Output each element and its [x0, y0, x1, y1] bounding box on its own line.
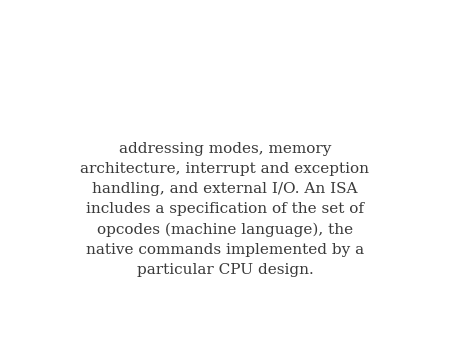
- Text: addressing modes, memory
architecture, interrupt and exception
handling, and ext: addressing modes, memory architecture, i…: [81, 142, 369, 277]
